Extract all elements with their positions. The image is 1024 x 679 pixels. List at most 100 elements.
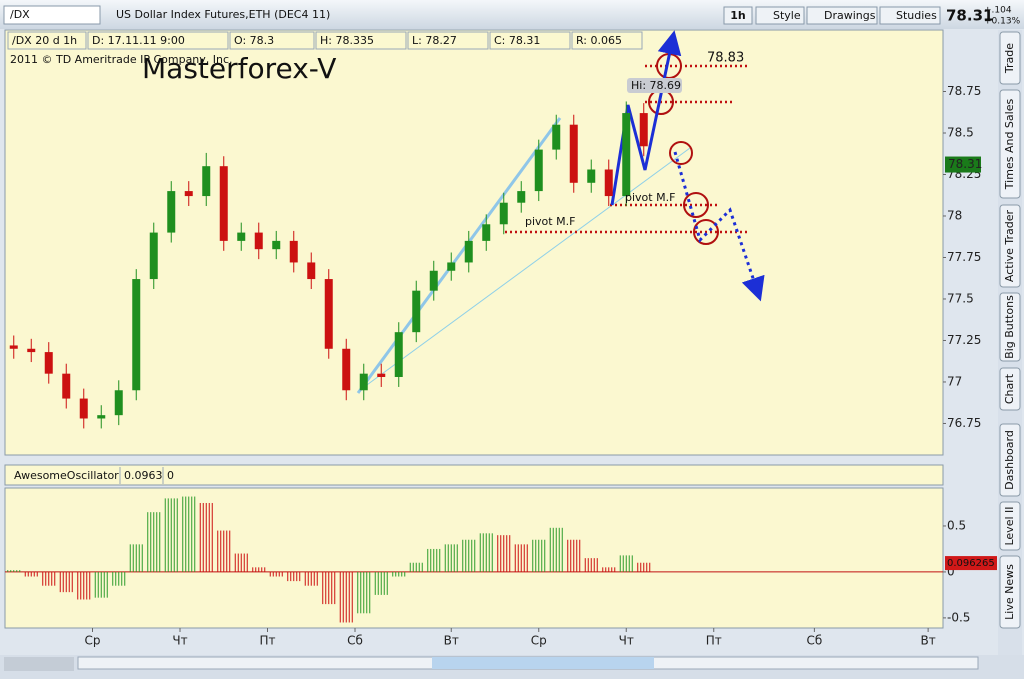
candle-body <box>237 232 246 241</box>
study-value: 0 <box>167 469 174 482</box>
candle-body <box>272 240 281 250</box>
candle-body <box>534 149 543 192</box>
side-tab[interactable] <box>999 89 1021 199</box>
y-tick-label: 0 <box>947 564 955 578</box>
candle-body <box>604 169 613 197</box>
candle-body <box>97 415 106 419</box>
info-text: L: 78.27 <box>412 34 457 47</box>
zoom-controls[interactable] <box>4 657 74 671</box>
x-tick-label: Чт <box>172 634 187 648</box>
side-tab[interactable] <box>999 555 1021 629</box>
forecast-arrow <box>673 151 765 302</box>
y-tick-label: 78 <box>947 208 962 222</box>
candle-body <box>517 191 526 203</box>
forecast-arrow <box>610 30 682 206</box>
x-tick-label: Вт <box>921 634 936 648</box>
x-tick-label: Ср <box>531 634 547 648</box>
annotation: pivot M.F <box>625 191 675 204</box>
last-price: 78.31 <box>946 7 993 25</box>
side-tabs: Trade Times And Sales Active Trader Big But… <box>999 31 1021 629</box>
y-tick-label: 77 <box>947 374 962 388</box>
circle <box>669 141 693 165</box>
side-tab[interactable] <box>999 501 1021 551</box>
annotation: 78.83 <box>707 51 744 66</box>
candle-body <box>569 124 578 183</box>
x-tick-label: Пт <box>259 634 275 648</box>
study-title: AwesomeOscillator <box>14 469 119 482</box>
study-header <box>4 464 944 486</box>
button-label: Style <box>773 9 801 22</box>
candle-body <box>639 113 648 147</box>
y-tick-label: 77.5 <box>947 291 974 305</box>
candle-body <box>79 398 88 419</box>
side-tab-label: Times And Sales <box>1003 99 1016 191</box>
annotation: Hi: 78.69 <box>631 79 681 92</box>
side-tab[interactable] <box>999 423 1021 497</box>
info-cell <box>407 31 489 50</box>
aggregation-button[interactable] <box>723 6 753 25</box>
studies-button[interactable] <box>879 6 941 25</box>
x-tick-label: Пт <box>706 634 722 648</box>
x-tick-label: Сб <box>806 634 822 648</box>
x-tick-label: Сб <box>347 634 363 648</box>
oscillator-panel <box>4 487 944 629</box>
side-tab-label: Trade <box>1003 43 1016 74</box>
y-tick-label: 77.75 <box>947 250 981 264</box>
y-tick-label: 78.75 <box>947 84 981 98</box>
candle-body <box>412 290 421 333</box>
candle-body <box>184 191 193 197</box>
oscillator-chart: AwesomeOscillator 0.0963 0 0.5 0 -0.5 0.096265 <box>5 467 997 624</box>
net-change: +.104 <box>984 6 1012 16</box>
x-tick-label: Чт <box>619 634 634 648</box>
info-cell <box>87 31 229 50</box>
candle-body <box>394 332 403 377</box>
candle-body <box>149 232 158 280</box>
price-chart: 2011 © TD Ameritrade IP Company, Inc.Mas… <box>9 51 982 430</box>
candle-body <box>254 232 263 250</box>
annotation: pivot M.F <box>525 215 575 228</box>
x-tick-label: Вт <box>444 634 459 648</box>
description: US Dollar Index Futures,ETH (DEC4 11) <box>116 8 330 21</box>
candle-body <box>429 270 438 291</box>
side-tab[interactable] <box>999 292 1021 362</box>
aggregation: 1h <box>730 9 746 22</box>
candle-body <box>219 166 228 241</box>
candle-body <box>132 279 141 391</box>
candle-body <box>167 191 176 233</box>
study-value: 0.0963 <box>124 469 163 482</box>
side-tab[interactable] <box>999 31 1021 85</box>
drawings-button[interactable] <box>806 6 878 25</box>
side-tab[interactable] <box>999 204 1021 288</box>
candle-body <box>622 113 631 197</box>
info-text: C: 78.31 <box>494 34 540 47</box>
candle-body <box>587 169 596 183</box>
info-cell <box>489 31 571 50</box>
circle <box>683 192 709 218</box>
last-value-tag <box>945 556 997 571</box>
y-tick-label: 78.5 <box>947 125 974 139</box>
circle <box>693 219 719 245</box>
x-tick-label: Ср <box>85 634 101 648</box>
button-label: Studies <box>896 9 937 22</box>
symbol-box[interactable] <box>3 5 101 25</box>
candle-body <box>44 352 53 374</box>
side-tab-label: Active Trader <box>1003 209 1016 282</box>
info-text: H: 78.335 <box>320 34 374 47</box>
scroll-thumb[interactable] <box>432 657 654 669</box>
last-price-axis: 78.31 <box>948 157 982 171</box>
candle-body <box>307 262 316 280</box>
price-panel <box>4 29 944 456</box>
symbol: /DX <box>10 8 30 21</box>
side-tab[interactable] <box>999 367 1021 411</box>
y-tick-label: 76.75 <box>947 416 981 430</box>
candle-body <box>289 240 298 263</box>
side-tab-label: Dashboard <box>1003 430 1016 490</box>
button-label: Drawings <box>824 9 876 22</box>
candle-body <box>464 240 473 263</box>
info-text: R: 0.065 <box>576 34 622 47</box>
candle-body <box>359 373 368 391</box>
info-cell <box>7 31 87 50</box>
style-button[interactable] <box>755 6 805 25</box>
